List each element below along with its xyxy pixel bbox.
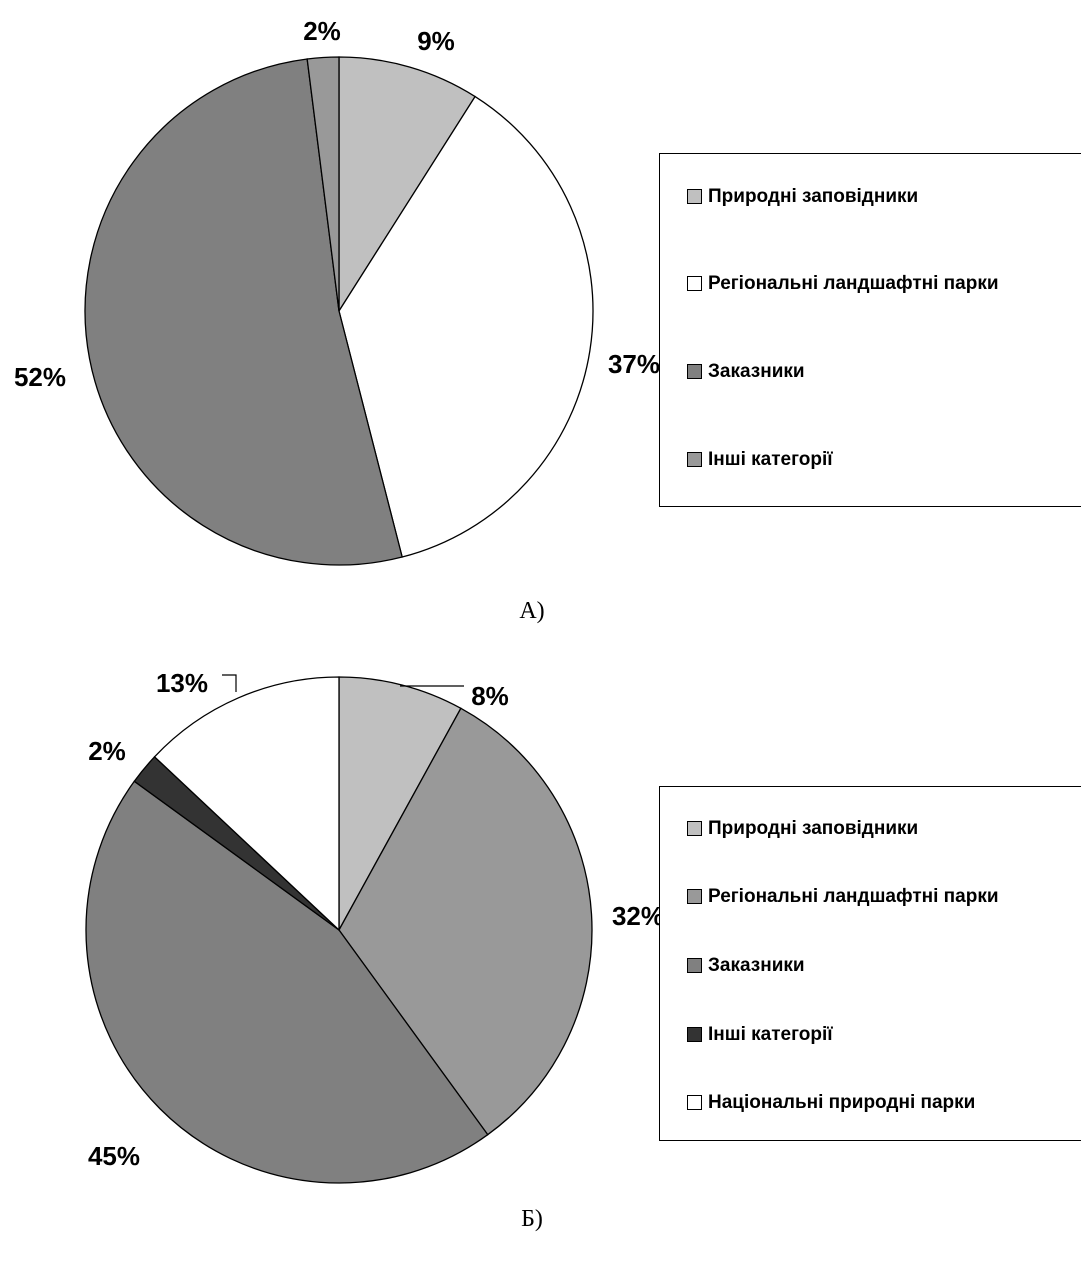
legend-label-b-5: Національні природні парки	[708, 1092, 975, 1113]
legend-swatch-a-3	[687, 364, 702, 379]
pie-slice-a-4	[306, 56, 340, 312]
legend-swatch-a-1	[687, 189, 702, 204]
pie-slices-b	[85, 676, 593, 1184]
legend-swatch-b-2	[687, 889, 702, 904]
legend-label-a-3: Заказники	[708, 361, 805, 382]
legend-label-b-2: Регіональні ландшафтні парки	[708, 886, 999, 907]
legend-label-b-1: Природні заповідники	[708, 818, 918, 839]
legend-b: Природні заповідники Регіональні ландшафт…	[687, 818, 999, 1113]
pie-value-label-b-2: 32%	[612, 901, 664, 931]
pie-value-label-a-3: 52%	[14, 362, 66, 392]
pie-value-labels-b: 8% 32% 45% 2% 13%	[88, 668, 664, 1171]
pie-chart-a: 9% 37% 52% 2% Природні заповідники Регіональ…	[14, 16, 1081, 624]
chart-caption-a: А)	[519, 598, 544, 624]
legend-a: Природні заповідники Регіональні ландшафт…	[687, 186, 999, 470]
legend-swatch-b-1	[687, 821, 702, 836]
pie-slice-a-1	[338, 56, 476, 314]
legend-swatch-a-4	[687, 452, 702, 467]
pie-value-label-b-1: 8%	[471, 681, 509, 711]
legend-swatch-b-5	[687, 1095, 702, 1110]
legend-box-b	[659, 786, 1081, 1141]
pie-slice-b-2	[338, 707, 593, 1136]
leader-line-b-5	[222, 674, 237, 692]
pie-value-label-b-3: 45%	[88, 1141, 140, 1171]
legend-label-a-2: Регіональні ландшафтні парки	[708, 273, 999, 294]
pie-value-labels-a: 9% 37% 52% 2%	[14, 16, 660, 392]
chart-caption-b: Б)	[521, 1206, 543, 1232]
legend-swatch-b-3	[687, 958, 702, 973]
pie-slices-a	[84, 56, 594, 566]
pie-value-label-a-4: 2%	[303, 16, 341, 46]
legend-swatch-a-2	[687, 276, 702, 291]
pie-slice-b-3	[85, 780, 489, 1184]
legend-label-b-3: Заказники	[708, 955, 805, 976]
pie-leader-lines-b	[222, 674, 464, 692]
pie-slice-b-5	[153, 676, 340, 932]
pie-slice-b-1	[338, 676, 462, 931]
legend-label-a-4: Інші категорії	[708, 449, 833, 470]
pie-value-label-b-5: 13%	[156, 668, 208, 698]
pie-value-label-a-2: 37%	[608, 349, 660, 379]
legend-label-b-4: Інші категорії	[708, 1024, 833, 1045]
legend-label-a-1: Природні заповідники	[708, 186, 918, 207]
legend-swatch-b-4	[687, 1027, 702, 1042]
legend-box-a	[659, 153, 1081, 507]
pie-chart-b: 8% 32% 45% 2% 13% Природні заповідники Регіон…	[85, 668, 1081, 1232]
pie-value-label-a-1: 9%	[417, 26, 455, 56]
pie-slice-a-2	[338, 95, 594, 558]
pie-value-label-b-4: 2%	[88, 736, 126, 766]
